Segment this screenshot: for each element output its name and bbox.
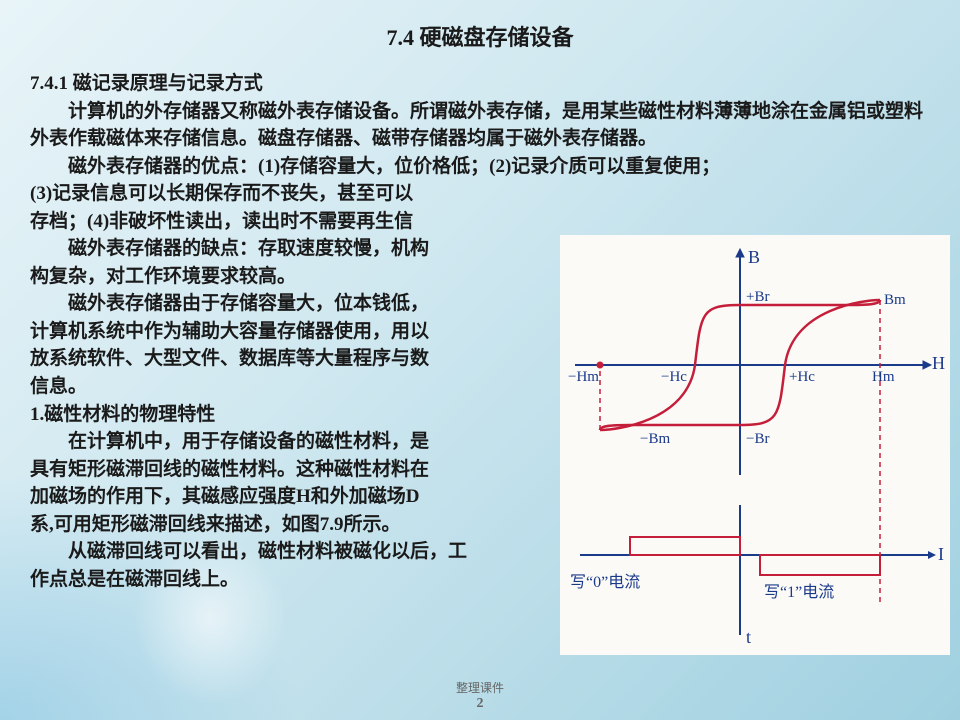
paragraph-15: 从磁滞回线可以看出，磁性材料被磁化以后，工 [30,538,585,566]
paragraph-11: 在计算机中，用于存储设备的磁性材料，是 [30,428,585,456]
paragraph-1: 计算机的外存储器又称磁外表存储设备。所谓磁外表存储，是用某些磁性材料薄薄地涂在金… [30,98,930,153]
page-number: 2 [476,696,483,711]
footer-label: 整理课件 [456,681,504,695]
body-text: 7.4.1 磁记录原理与记录方式 计算机的外存储器又称磁外表存储设备。所谓磁外表… [30,70,930,593]
paragraph-2: 磁外表存储器的优点：(1)存储容量大，位价格低；(2)记录介质可以重复使用； [30,153,930,181]
section-heading-2: 1.磁性材料的物理特性 [30,401,585,429]
paragraph-3: (3)记录信息可以长期保存而不丧失，甚至可以 [30,180,585,208]
paragraph-6: 构复杂，对工作环境要求较高。 [30,263,585,291]
paragraph-8: 计算机系统中作为辅助大容量存储器使用，用以 [30,318,585,346]
paragraph-4: 存档；(4)非破坏性读出，读出时不需要再生信 [30,208,585,236]
section-heading-1: 7.4.1 磁记录原理与记录方式 [30,70,930,98]
paragraph-12: 具有矩形磁滞回线的磁性材料。这种磁性材料在 [30,456,585,484]
paragraph-16: 作点总是在磁滞回线上。 [30,566,585,594]
slide-content: 7.4 硬磁盘存储设备 7.4.1 磁记录原理与记录方式 计算机的外存储器又称磁… [0,0,960,603]
paragraph-10: 信息。 [30,373,585,401]
paragraph-9: 放系统软件、大型文件、数据库等大量程序与数 [30,345,585,373]
paragraph-7: 磁外表存储器由于存储容量大，位本钱低， [30,290,585,318]
paragraph-13: 加磁场的作用下，其磁感应强度H和外加磁场D [30,483,585,511]
slide-title: 7.4 硬磁盘存储设备 [30,20,930,52]
slide-footer: 整理课件 2 [456,679,504,712]
paragraph-14: 系,可用矩形磁滞回线来描述，如图7.9所示。 [30,511,585,539]
paragraph-5: 磁外表存储器的缺点：存取速度较慢，机构 [30,235,585,263]
svg-text:t: t [746,627,751,647]
